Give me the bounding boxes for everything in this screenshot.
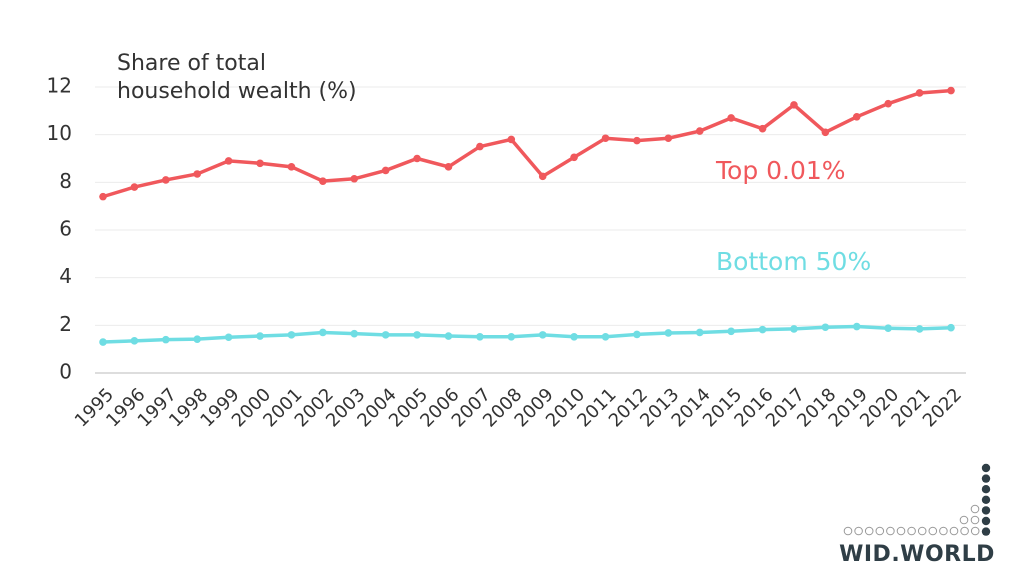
point [381,331,390,339]
logo-dot [970,515,980,525]
point [727,114,735,122]
logo-dot [981,527,991,536]
point [130,337,139,345]
point [224,333,233,342]
point [256,159,264,168]
point [790,325,798,333]
point [162,335,170,344]
point [413,154,421,163]
series-line [102,88,952,199]
point [664,134,673,143]
point [601,134,610,143]
y-tick-label: 6 [59,217,72,241]
point [664,329,673,337]
y-tick-label: 0 [59,360,72,384]
series-label: Bottom 50% [716,247,871,276]
point [381,166,390,175]
logo-dot [970,504,980,514]
point [570,153,578,162]
logo-dot [917,526,927,536]
y-tick-label: 10 [47,121,72,145]
logo-dot [981,516,991,526]
logo-dots [843,463,991,536]
y-tick-label: 12 [47,74,72,98]
point [695,328,704,337]
point [538,172,547,181]
point [256,332,264,340]
point [538,331,547,339]
point [99,192,107,201]
point [790,101,798,109]
point [821,323,830,332]
logo-dot [970,526,980,536]
point [224,157,233,165]
logo-dot [981,485,991,494]
point [444,163,453,171]
point [193,170,202,178]
logo-dot [981,506,991,515]
series-label: Top 0.01% [715,156,846,185]
logo-dot [843,526,853,536]
point [162,176,170,184]
point [476,142,484,151]
point [633,136,641,145]
point [727,327,735,336]
logo-dot [981,474,991,483]
point [507,135,516,144]
logo-dot [896,526,906,536]
point [821,128,830,137]
point [915,325,924,333]
point [758,124,767,133]
logo-dot [864,526,874,536]
point [570,332,578,341]
point [130,183,139,191]
logo-dot [960,526,969,536]
point [507,332,516,341]
logo: WID.WORLD [839,542,995,567]
logo-dot [907,526,916,536]
point [601,332,610,341]
logo-dot [949,526,959,536]
logo-dot [886,526,895,536]
point [758,325,767,334]
point [947,323,955,332]
logo-dot [928,526,938,536]
point [350,174,359,183]
point [413,331,421,339]
point [852,322,861,331]
point [915,89,924,97]
point [695,127,704,135]
point [287,331,296,339]
point [287,163,296,171]
logo-dot [959,515,969,525]
point [476,332,484,341]
point [884,324,892,332]
logo-dot [875,526,885,536]
point [884,99,892,108]
logo-dot [854,526,863,536]
point [319,177,327,185]
series-line [102,324,952,344]
point [193,335,202,343]
point [633,330,641,339]
y-tick-label: 2 [59,312,72,336]
y-tick-label: 4 [59,264,72,288]
point [99,338,107,346]
point [947,86,955,95]
point [319,328,327,337]
point [444,332,453,340]
logo-dot [939,526,948,536]
logo-dot [981,495,991,504]
logo-dot [981,463,991,473]
chart-title: Share of total household wealth (%) [117,51,357,104]
point [350,329,359,338]
y-tick-label: 8 [59,169,72,193]
point [852,112,861,121]
